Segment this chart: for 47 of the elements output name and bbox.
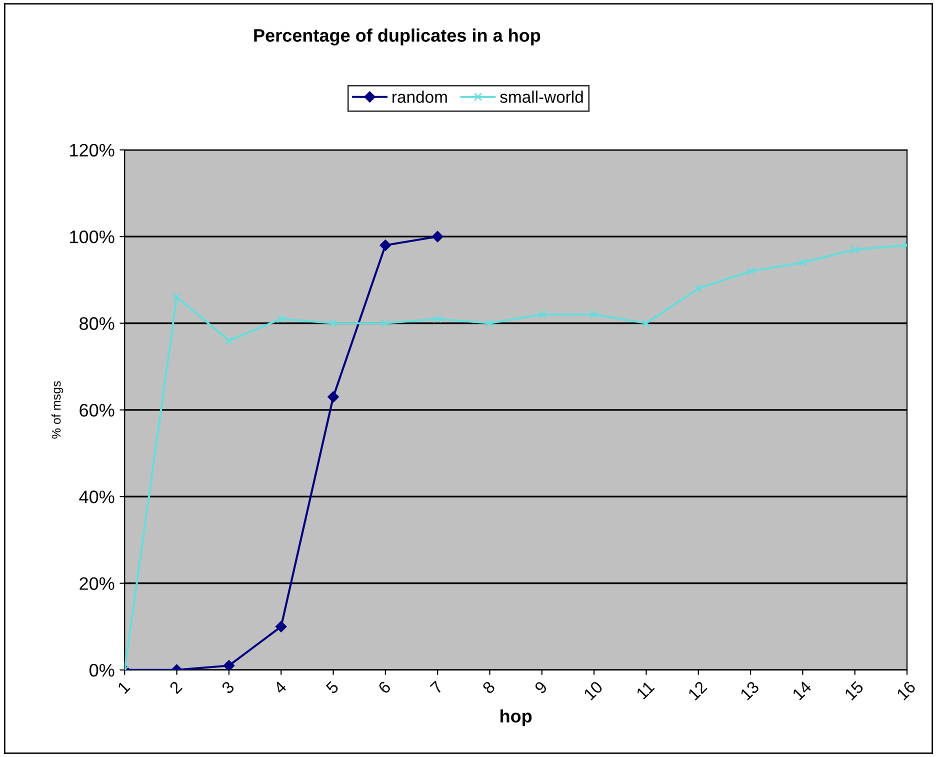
x-tick-label: 14 [792,680,812,700]
x-tick-label: 5 [325,680,340,694]
y-tick-label: 20% [80,577,114,590]
x-axis-title: hop [500,709,532,726]
x-tick-label: 8 [482,680,496,694]
point [538,310,546,319]
legend-label: small-world [500,90,583,103]
x-tick-label: 13 [740,680,760,701]
y-tick-label: 100% [70,230,114,244]
x-tick-label: 6 [378,680,392,694]
x-tick-label: 7 [430,680,444,694]
y-axis-title: % of msgs [52,381,64,439]
point [746,267,755,276]
y-tick-label: 0% [90,664,114,677]
x-tick-label: 16 [896,680,916,701]
point [275,621,287,632]
point [486,319,494,328]
point [694,284,703,293]
y-tick-label: 80% [80,317,114,330]
point [590,310,598,319]
point [380,240,392,251]
y-tick-label: 120% [70,144,114,157]
x-tick-label: 1 [117,680,130,694]
point [798,258,807,267]
point [642,319,650,328]
point [328,391,339,403]
point [850,245,860,254]
point [172,293,181,302]
x-tick-label: 15 [844,680,864,701]
x-tick-label: 10 [583,680,604,701]
x-tick-label: 3 [220,680,235,694]
x-tick-label: 11 [636,680,655,700]
x-tick-label: 12 [688,680,708,700]
point [433,314,442,324]
point [223,660,235,670]
y-tick-label: 60% [80,404,114,417]
point [276,314,286,324]
y-tick-label: 40% [79,490,114,504]
legend-label: random [392,90,447,103]
point [329,319,338,328]
chart-title: Percentage of duplicates in a hop [254,28,540,46]
x-tick-label: 2 [168,680,183,694]
point [381,319,390,328]
x-tick-label: 4 [273,680,288,694]
point [432,230,444,242]
point [224,336,234,345]
x-tick-label: 9 [534,680,548,694]
